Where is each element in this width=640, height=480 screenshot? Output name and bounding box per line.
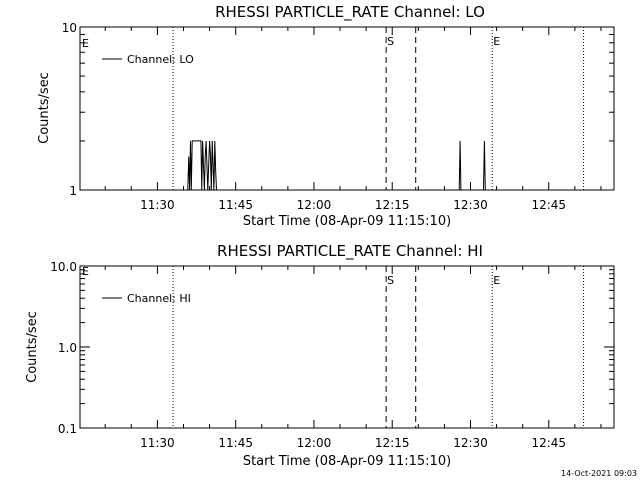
hi-plot-frame [79,265,615,429]
lo-x-tick-label-3: 12:15 [375,198,410,212]
lo-y-axis-label: Counts/sec [37,72,52,144]
lo-y-tick-label-0: 1 [69,184,77,198]
hi-x-tick-label-1: 11:45 [218,436,253,450]
hi-chart-title: RHESSI PARTICLE_RATE Channel: HI [217,242,483,261]
lo-series-line-0 [187,140,487,191]
hi-channel-panel: RHESSI PARTICLE_RATE Channel: HI Counts/… [25,242,615,469]
hi-x-tick-label-2: 12:00 [297,436,332,450]
generation-timestamp: 14-Oct-2021 09:03 [561,469,637,478]
lo-x-tick-label-1: 11:45 [218,198,253,212]
lo-x-tick-label-4: 12:30 [453,198,488,212]
hi-edge-marker: E [82,265,89,278]
hi-event-marker-s: S [387,274,394,287]
lo-chart-title: RHESSI PARTICLE_RATE Channel: LO [215,3,485,22]
hi-x-axis-label: Start Time (08-Apr-09 11:15:10) [243,454,451,469]
lo-legend-entry: Channel: LO [127,53,194,66]
hi-x-tick-label-4: 12:30 [453,436,488,450]
lo-channel-panel: RHESSI PARTICLE_RATE Channel: LO Counts/… [37,3,615,229]
lo-y-tick-label-1: 10 [62,21,77,35]
lo-plot-frame [79,26,615,191]
hi-event-marker-e: E [493,274,500,287]
hi-y-tick-label-0: 0.1 [58,422,77,436]
hi-y-tick-label-2: 10.0 [50,260,77,274]
lo-x-tick-label-0: 11:30 [140,198,175,212]
lo-x-tick-label-2: 12:00 [297,198,332,212]
lo-x-axis-label: Start Time (08-Apr-09 11:15:10) [243,214,451,229]
hi-x-tick-label-3: 12:15 [375,436,410,450]
lo-edge-marker: E [82,37,89,50]
lo-x-tick-label-5: 12:45 [531,198,566,212]
lo-event-marker-e: E [493,35,500,48]
lo-event-marker-s: S [387,35,394,48]
hi-y-tick-label-1: 1.0 [58,341,77,355]
hi-x-tick-label-0: 11:30 [140,436,175,450]
hi-legend-entry: Channel: HI [127,292,191,305]
hi-y-axis-label: Counts/sec [25,311,40,383]
hi-x-tick-label-5: 12:45 [531,436,566,450]
